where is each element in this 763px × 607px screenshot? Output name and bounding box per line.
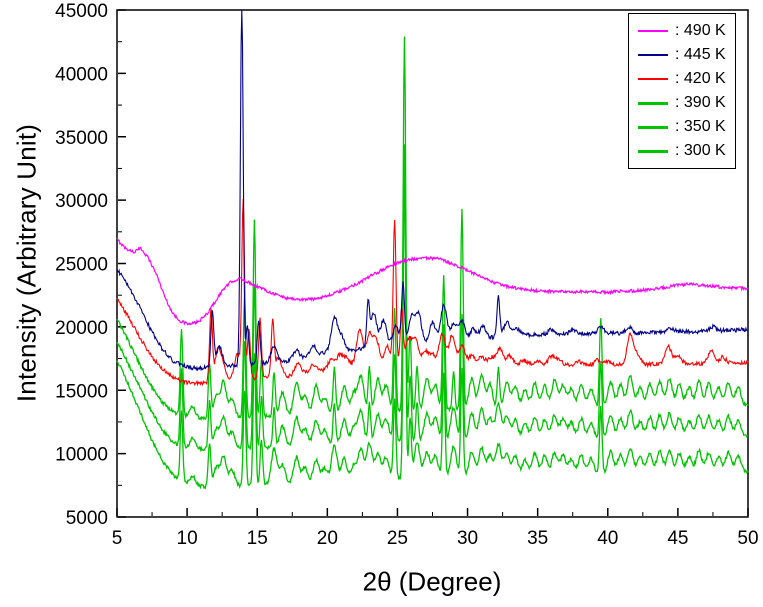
y-tick-label: 30000 (55, 191, 108, 212)
series-line-390K (116, 36, 749, 422)
legend-label: : 390 K (675, 94, 726, 111)
y-tick-label: 45000 (55, 1, 108, 22)
series-line-350K (116, 144, 749, 453)
legend-line-sample (638, 149, 668, 153)
x-tick-label: 50 (737, 528, 758, 549)
y-tick-label: 35000 (55, 128, 108, 149)
legend-label: : 445 K (675, 46, 726, 63)
legend-entry-300K: : 300 K (638, 139, 726, 163)
legend-entry-445K: : 445 K (638, 43, 726, 67)
y-tick-label: 10000 (55, 445, 108, 466)
legend-line-sample (638, 125, 668, 129)
legend-entry-420K: : 420 K (638, 67, 726, 91)
series-line-420K (116, 198, 749, 387)
x-tick-label: 45 (667, 528, 688, 549)
series-line-445K (116, 9, 749, 372)
legend: : 490 K : 445 K : 420 K : 390 K : 350 K : 300… (628, 13, 736, 169)
x-tick-label: 20 (317, 528, 338, 549)
series-line-490K (116, 238, 749, 326)
x-tick-label: 40 (597, 528, 618, 549)
legend-entry-390K: : 390 K (638, 91, 726, 115)
y-tick-label: 15000 (55, 381, 108, 402)
y-tick-label: 20000 (55, 318, 108, 339)
plot-border (116, 9, 749, 518)
x-tick-label: 5 (112, 528, 123, 549)
y-tick-label: 40000 (55, 64, 108, 85)
x-tick-label: 30 (457, 528, 478, 549)
legend-entry-490K: : 490 K (638, 19, 726, 43)
legend-line-sample (638, 78, 668, 80)
legend-label: : 300 K (675, 142, 726, 159)
legend-label: : 420 K (675, 70, 726, 87)
y-axis-title: Intensity (Arbitrary Unit) (11, 123, 42, 403)
legend-entry-350K: : 350 K (638, 115, 726, 139)
legend-line-sample (638, 54, 668, 56)
y-tick-label: 25000 (55, 255, 108, 276)
legend-line-sample (638, 101, 668, 105)
legend-label: : 350 K (675, 118, 726, 135)
series-line-300K (116, 180, 749, 490)
x-axis-title: 2θ (Degree) (362, 566, 502, 597)
x-tick-label: 15 (247, 528, 268, 549)
legend-line-sample (638, 30, 668, 32)
x-tick-label: 25 (387, 528, 408, 549)
legend-label: : 490 K (675, 22, 726, 39)
y-tick-label: 5000 (66, 508, 108, 529)
x-tick-label: 10 (177, 528, 198, 549)
x-tick-label: 35 (527, 528, 548, 549)
